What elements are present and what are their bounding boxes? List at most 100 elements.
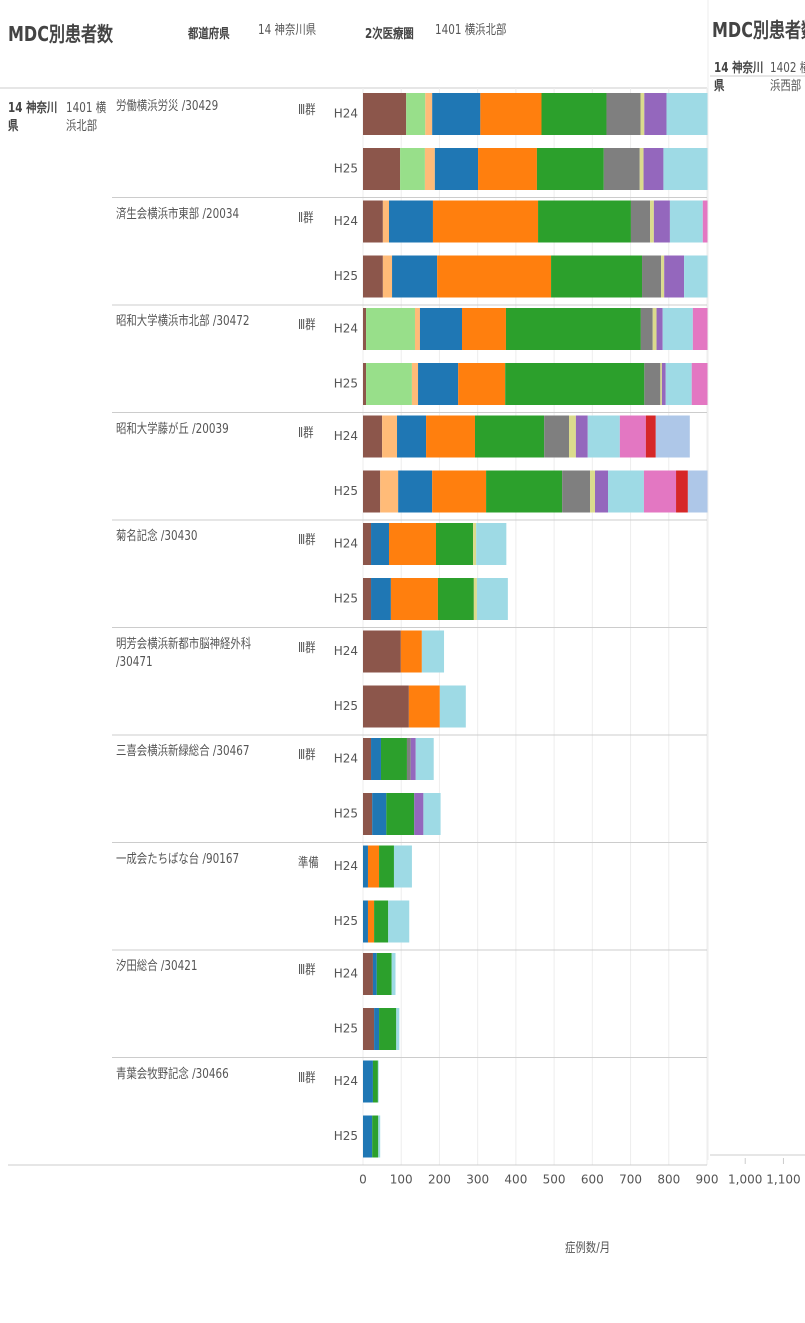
bar-segment — [378, 1115, 381, 1158]
hospital-name: 一成会たちばな台 /90167 — [116, 851, 240, 867]
bar-segment — [595, 470, 609, 513]
bar-segment — [650, 200, 654, 243]
y-tick-label: H24 — [334, 752, 358, 766]
bar-segment — [664, 255, 685, 298]
bar-segment — [363, 415, 383, 458]
region-header-value: 1401 横浜北部 — [435, 23, 507, 38]
bar-segment — [380, 470, 399, 513]
chart-title: MDC別患者数 — [8, 22, 113, 46]
bar-segment — [653, 200, 670, 243]
hospital-name: 済生会横浜市東部 /20034 — [116, 206, 240, 222]
bar-segment — [702, 200, 708, 243]
y-tick-label: H25 — [334, 1129, 358, 1143]
bar-segment — [473, 523, 477, 565]
hospital-group: Ⅱ群 — [298, 210, 314, 226]
y-tick-label: H24 — [334, 1074, 358, 1088]
bar-segment — [363, 900, 368, 943]
x-tick-label: 700 — [619, 1173, 642, 1187]
x-tick-label: 900 — [696, 1173, 719, 1187]
bar-segment — [374, 900, 389, 943]
bar-segment — [692, 308, 708, 350]
bar-segment — [474, 415, 545, 458]
bar-segment — [569, 415, 576, 458]
bar-segment — [684, 255, 708, 298]
bar-segment — [400, 148, 425, 190]
hospital-name: 労働横浜労災 /30429 — [116, 99, 219, 114]
bar-segment — [382, 255, 393, 298]
bar-segment — [425, 93, 433, 135]
x-tick-label: 100 — [390, 1173, 413, 1187]
bar-segment — [562, 470, 591, 513]
bar-segment — [363, 685, 409, 728]
bar-segment — [421, 630, 445, 673]
bar-segment — [608, 470, 644, 513]
bar-segment — [432, 470, 487, 513]
bar-segment — [661, 363, 666, 405]
bar-segment — [366, 363, 412, 405]
region-cell: 1401 横浜北部 — [66, 101, 107, 134]
x-tick-label: 800 — [657, 1173, 680, 1187]
x-tick-label: 600 — [581, 1173, 604, 1187]
bar-segment — [363, 578, 372, 620]
y-tick-label: H25 — [334, 269, 358, 283]
bar-segment — [544, 415, 570, 458]
bar-segment — [363, 738, 372, 780]
x-tick-label: 300 — [466, 1173, 489, 1187]
y-tick-label: H24 — [334, 429, 358, 443]
region-header: 2次医療圏 — [365, 27, 414, 42]
y-tick-label: H24 — [334, 214, 358, 228]
bar-segment — [476, 523, 507, 565]
bar-segment — [393, 845, 412, 888]
bar-segment — [538, 200, 631, 243]
bar-segment — [400, 630, 422, 673]
hospital-name: 三喜会横浜新緑総合 /30467 — [116, 744, 250, 759]
bar-segment — [363, 630, 401, 673]
next-panel-prefecture: 14 神奈川県 — [714, 61, 764, 94]
bar-segment — [603, 148, 640, 190]
bar-segment — [687, 470, 708, 513]
bar-segment — [437, 578, 474, 620]
hospital-group: Ⅲ群 — [298, 963, 316, 978]
bar-segment — [363, 255, 383, 298]
y-tick-label: H25 — [334, 377, 358, 391]
hospital-group: Ⅲ群 — [298, 1070, 316, 1086]
x-axis-label: 症例数/月 — [565, 1241, 611, 1256]
bar-segment — [377, 1060, 379, 1103]
x-tick-label: 1,000 — [728, 1173, 762, 1187]
bar-segment — [666, 93, 708, 135]
bar-segment — [662, 308, 693, 350]
hospital-group: Ⅲ群 — [298, 103, 316, 118]
bar-segment — [367, 845, 380, 888]
bar-segment — [436, 523, 474, 565]
bar-segment — [426, 415, 475, 458]
bar-segment — [371, 578, 391, 620]
bar-segment — [367, 900, 375, 943]
bar-segment — [363, 363, 367, 405]
hospital-group: 準備 — [298, 855, 319, 871]
bar-segment — [480, 93, 542, 135]
bar-segment — [655, 415, 690, 458]
bar-segment — [660, 363, 662, 405]
bar-segment — [371, 738, 381, 780]
bar-segment — [388, 523, 437, 565]
bar-segment — [363, 845, 368, 888]
y-tick-label: H24 — [334, 322, 358, 336]
y-tick-label: H25 — [334, 484, 358, 498]
prefecture-cell: 14 神奈川県 — [8, 101, 58, 134]
prefecture-header-value: 14 神奈川県 — [258, 23, 317, 38]
bar-segment — [419, 308, 462, 350]
hospital-name: 汐田総合 /30421 — [116, 959, 198, 974]
x-tick-label: 0 — [359, 1173, 367, 1187]
hospital-name: 昭和大学藤が丘 /20039 — [116, 421, 229, 437]
bars — [363, 93, 708, 1158]
bar-segment — [676, 470, 688, 513]
bar-segment — [406, 93, 426, 135]
bar-segment — [640, 93, 645, 135]
bar-segment — [473, 578, 477, 620]
y-tick-label: H25 — [334, 914, 358, 928]
x-tick-label: 500 — [543, 1173, 566, 1187]
bar-segment — [363, 793, 373, 835]
bar-segment — [486, 470, 563, 513]
bar-segment — [663, 148, 708, 190]
